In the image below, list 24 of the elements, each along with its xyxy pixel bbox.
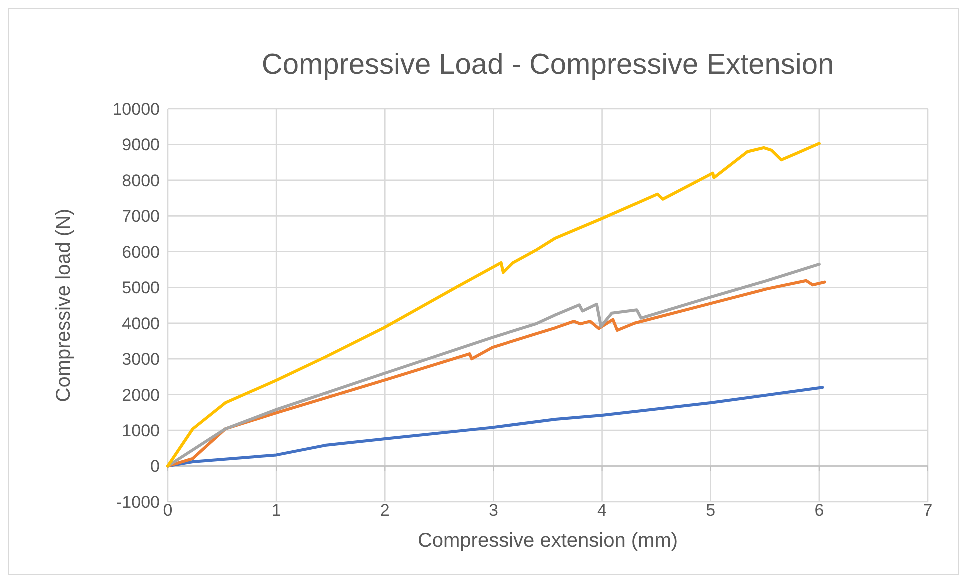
x-tick-label: 0	[163, 500, 173, 520]
y-tick-label: 8000	[122, 171, 160, 190]
y-tick-label: 5000	[122, 278, 160, 298]
y-tick-label: 6000	[122, 242, 160, 262]
y-tick-label: 0	[150, 457, 160, 476]
y-tick-label: 9000	[122, 136, 160, 155]
y-tick-label: -1000	[116, 492, 160, 512]
line-series	[166, 142, 821, 468]
y-tick-label: 3000	[122, 350, 160, 370]
x-tick-label: 6	[814, 500, 824, 520]
x-tick-label: 2	[380, 500, 390, 520]
y-tick-label: 10000	[112, 100, 160, 119]
x-tick-label: 4	[598, 500, 608, 520]
y-axis-title: Compressive load (N)	[53, 208, 75, 402]
x-tick-label: 3	[488, 500, 498, 520]
x-tick-label: 5	[706, 500, 716, 520]
y-tick-label: 2000	[122, 386, 160, 405]
chart-title: Compressive Load - Compressive Extension	[262, 49, 834, 81]
y-tick-label: 7000	[122, 207, 160, 226]
x-axis-title: Compressive extension (mm)	[418, 530, 678, 552]
y-tick-label: 4000	[122, 314, 160, 334]
x-tick-label: 7	[923, 500, 933, 520]
y-tick-label: 1000	[122, 421, 160, 440]
x-tick-label: 1	[272, 500, 282, 520]
